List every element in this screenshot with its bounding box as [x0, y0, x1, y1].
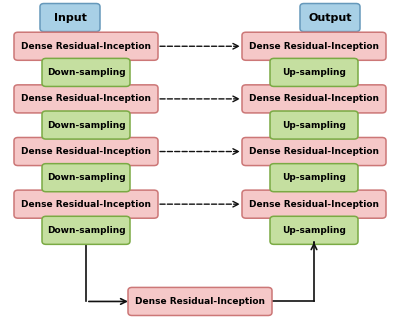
- Text: Dense Residual-Inception: Dense Residual-Inception: [21, 42, 151, 51]
- Text: Up-sampling: Up-sampling: [282, 68, 346, 77]
- FancyBboxPatch shape: [270, 164, 358, 192]
- FancyBboxPatch shape: [300, 4, 360, 32]
- FancyBboxPatch shape: [242, 137, 386, 166]
- Text: Up-sampling: Up-sampling: [282, 121, 346, 130]
- Text: Up-sampling: Up-sampling: [282, 173, 346, 182]
- Text: Down-sampling: Down-sampling: [47, 121, 125, 130]
- Text: Up-sampling: Up-sampling: [282, 226, 346, 235]
- FancyBboxPatch shape: [14, 190, 158, 218]
- FancyBboxPatch shape: [242, 190, 386, 218]
- FancyBboxPatch shape: [270, 58, 358, 86]
- Text: Down-sampling: Down-sampling: [47, 226, 125, 235]
- FancyBboxPatch shape: [42, 58, 130, 86]
- FancyBboxPatch shape: [40, 4, 100, 32]
- FancyBboxPatch shape: [242, 32, 386, 60]
- Text: Dense Residual-Inception: Dense Residual-Inception: [21, 147, 151, 156]
- FancyBboxPatch shape: [42, 216, 130, 244]
- Text: Down-sampling: Down-sampling: [47, 68, 125, 77]
- FancyBboxPatch shape: [42, 111, 130, 139]
- Text: Output: Output: [308, 12, 352, 23]
- FancyBboxPatch shape: [14, 32, 158, 60]
- Text: Dense Residual-Inception: Dense Residual-Inception: [249, 200, 379, 209]
- Text: Down-sampling: Down-sampling: [47, 173, 125, 182]
- Text: Dense Residual-Inception: Dense Residual-Inception: [249, 94, 379, 103]
- FancyBboxPatch shape: [42, 164, 130, 192]
- FancyBboxPatch shape: [242, 85, 386, 113]
- FancyBboxPatch shape: [128, 287, 272, 315]
- Text: Dense Residual-Inception: Dense Residual-Inception: [135, 297, 265, 306]
- Text: Dense Residual-Inception: Dense Residual-Inception: [21, 94, 151, 103]
- FancyBboxPatch shape: [14, 85, 158, 113]
- FancyBboxPatch shape: [14, 137, 158, 166]
- Text: Input: Input: [54, 12, 86, 23]
- FancyBboxPatch shape: [270, 111, 358, 139]
- Text: Dense Residual-Inception: Dense Residual-Inception: [249, 147, 379, 156]
- FancyBboxPatch shape: [270, 216, 358, 244]
- Text: Dense Residual-Inception: Dense Residual-Inception: [249, 42, 379, 51]
- Text: Dense Residual-Inception: Dense Residual-Inception: [21, 200, 151, 209]
